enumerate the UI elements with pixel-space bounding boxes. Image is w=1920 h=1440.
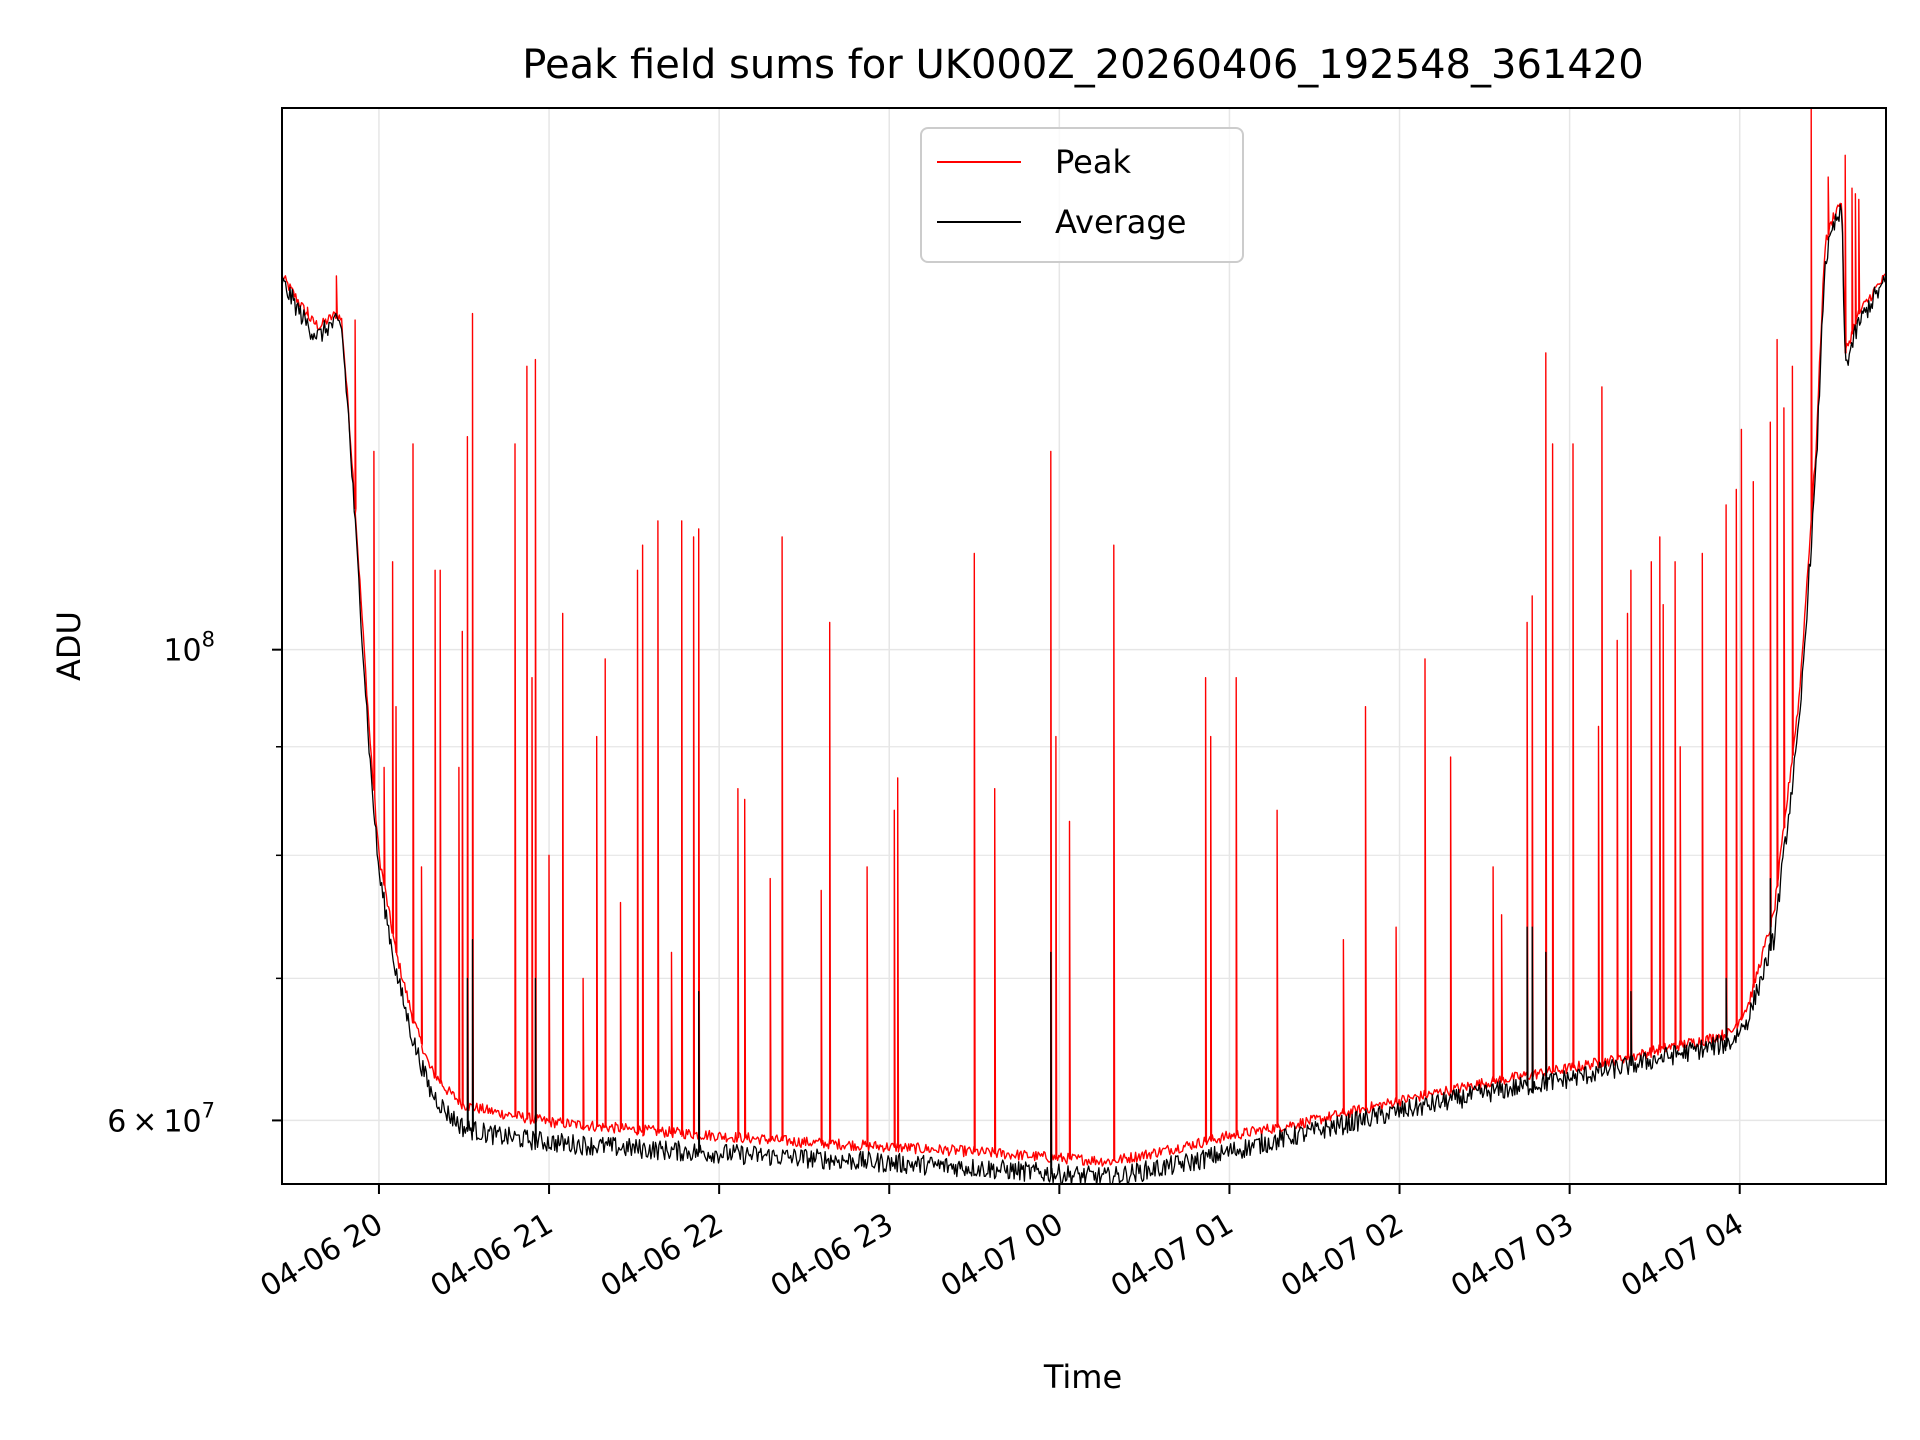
chart-title: Peak field sums for UK000Z_20260406_1925… <box>522 42 1643 88</box>
series-layer <box>282 108 1886 1184</box>
axis-ticks <box>272 648 1741 1194</box>
legend-label-peak: Peak <box>1055 143 1131 181</box>
series-line-average <box>282 204 1886 1184</box>
y-tick-label-1e8: 108 <box>163 628 215 669</box>
legend: Peak Average <box>920 127 1244 263</box>
y-axis-label: ADU <box>50 611 88 681</box>
x-axis-label: Time <box>1043 1358 1122 1396</box>
gridlines <box>282 108 1886 1184</box>
series-line-peak <box>282 108 1886 1167</box>
plot-frame <box>281 107 1887 1185</box>
legend-label-average: Average <box>1055 203 1186 241</box>
y-tick-label-6e7: 6 × 107 <box>107 1098 215 1139</box>
